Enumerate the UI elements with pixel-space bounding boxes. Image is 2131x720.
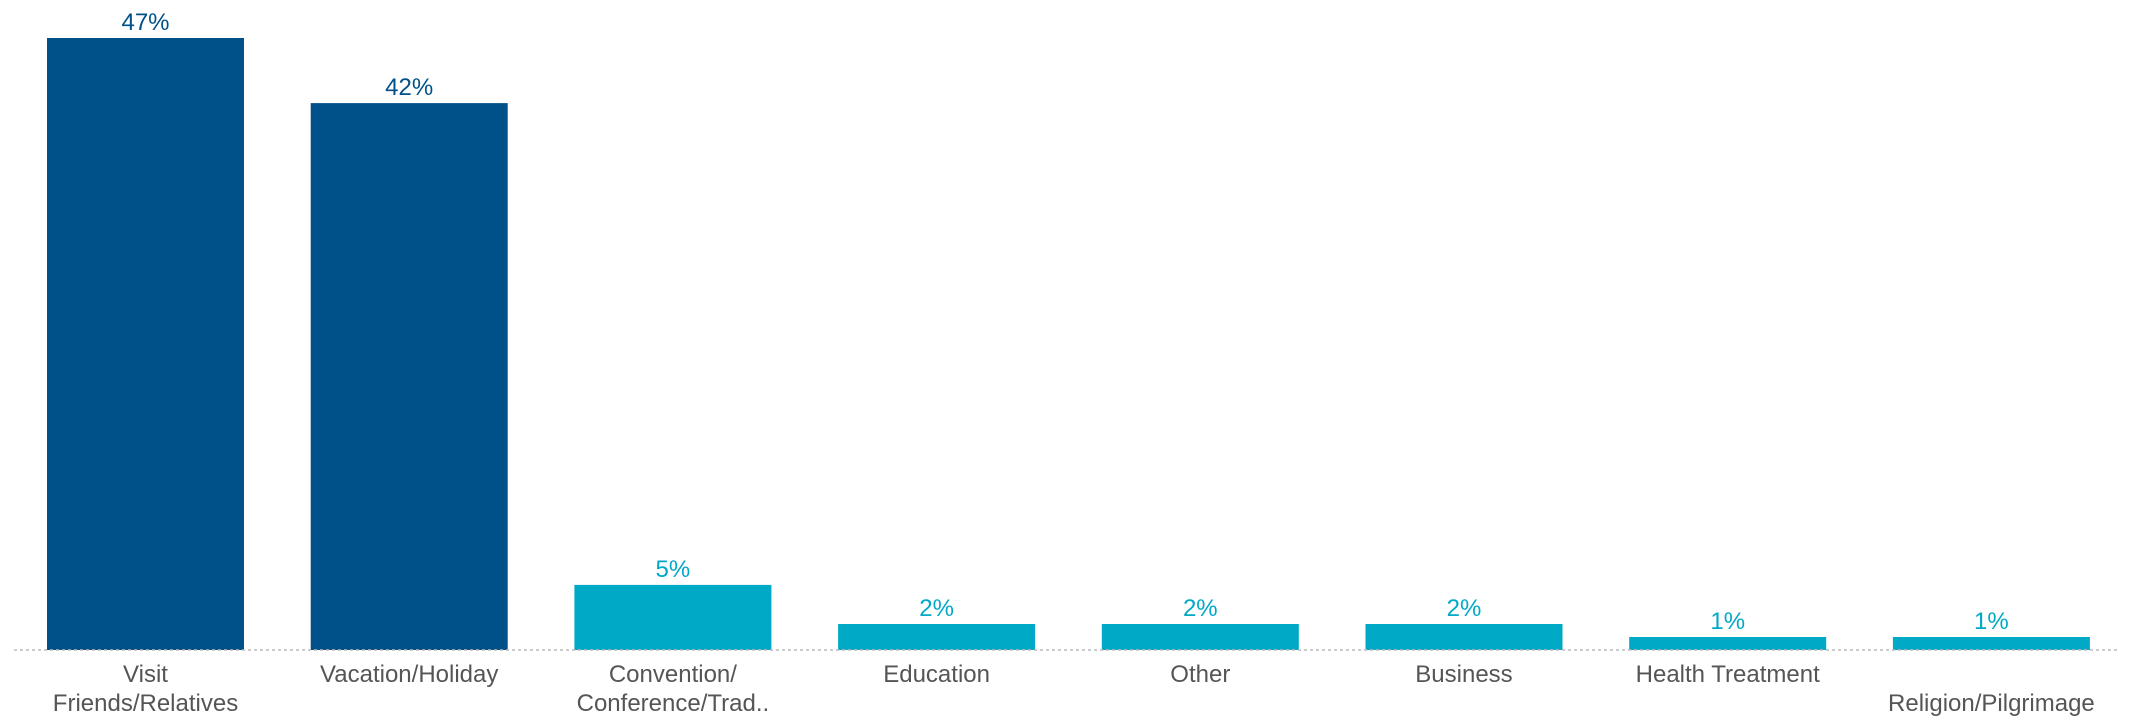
category-label-education: Education — [883, 661, 990, 688]
category-label-other: Other — [1170, 661, 1230, 688]
value-label-other: 2% — [1183, 595, 1218, 622]
value-label-business: 2% — [1447, 595, 1482, 622]
category-label-health-treatment: Health Treatment — [1636, 661, 1820, 688]
bar-religion-pilgrimage — [1892, 637, 2090, 650]
category-label-business: Business — [1415, 661, 1512, 688]
value-label-education: 2% — [919, 595, 954, 622]
category-label-convention-conference-trad: Convention/Conference/Trad.. — [577, 661, 770, 717]
bar-other — [1101, 624, 1299, 650]
bar-vacation-holiday — [310, 103, 508, 651]
value-label-visit-friends-relatives: 47% — [121, 9, 169, 36]
category-label-religion-pilgrimage: Religion/Pilgrimage — [1888, 690, 2095, 717]
bar-visit-friends-relatives — [47, 38, 244, 650]
category-labels-layer: Visit Friends/Relatives Vacation/Holiday Co… — [53, 661, 2095, 717]
value-label-religion-pilgrimage: 1% — [1974, 608, 2009, 635]
category-label-vacation-holiday: Vacation/Holiday — [320, 661, 498, 688]
value-label-vacation-holiday: 42% — [385, 74, 433, 101]
bar-education — [838, 624, 1036, 650]
bar-health-treatment — [1629, 637, 1827, 650]
bars-layer — [47, 38, 2090, 651]
category-label-visit-friends-relatives: Visit Friends/Relatives — [53, 661, 238, 717]
bar-business — [1365, 624, 1563, 650]
bar-convention-conference-trad — [574, 584, 772, 650]
value-labels-layer: 47% 42% 5% 2% 2% 2% 1% 1% — [121, 9, 2008, 635]
value-label-health-treatment: 1% — [1710, 608, 1745, 635]
value-label-convention-conference-trad: 5% — [656, 556, 691, 583]
